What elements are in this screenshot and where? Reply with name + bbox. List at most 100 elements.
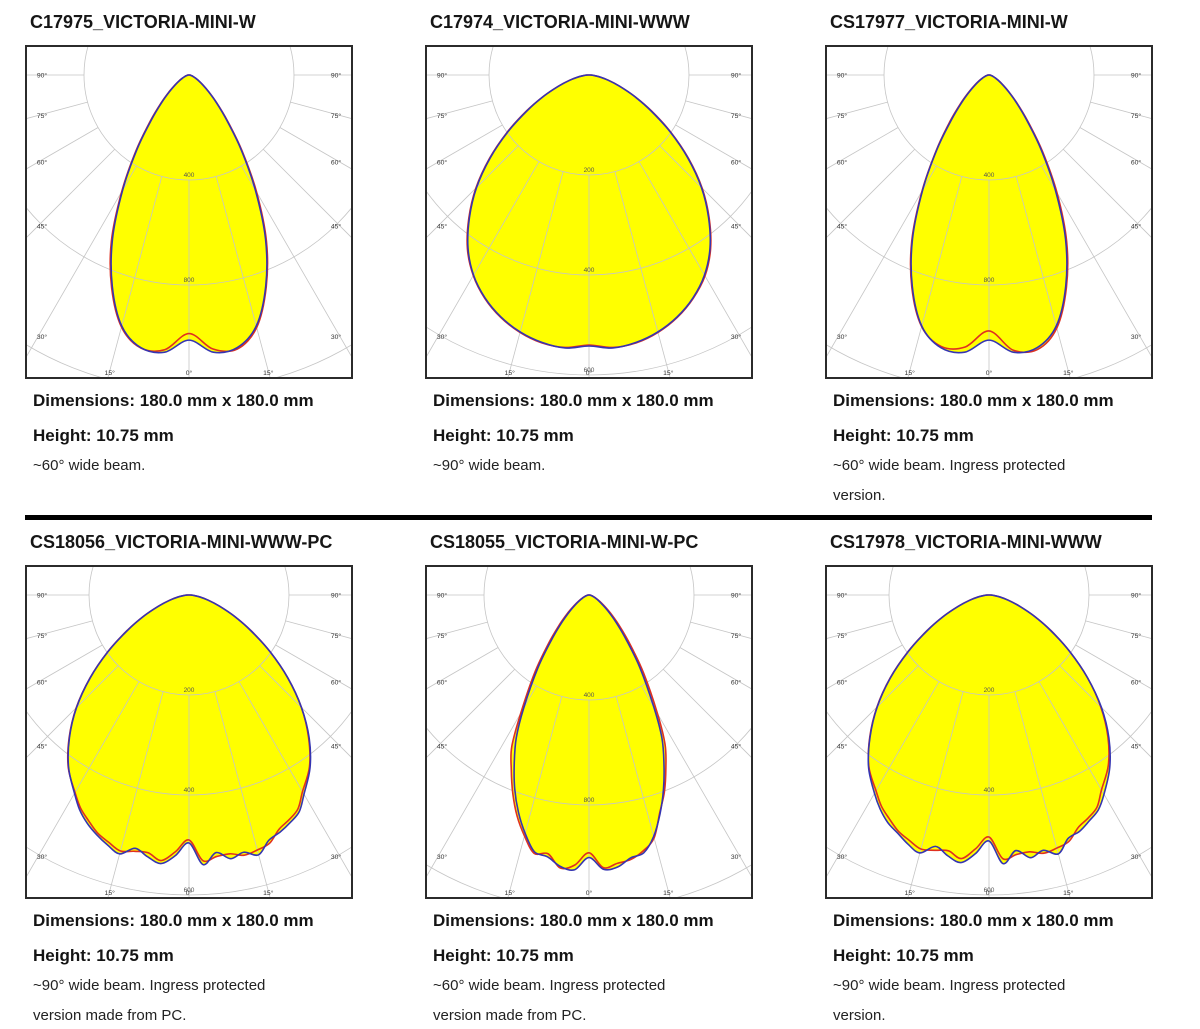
svg-text:60°: 60° [331,679,342,687]
svg-text:400: 400 [184,172,195,179]
product-panel-cs17978: CS17978_VICTORIA-MINI-WWW 200 400 600 0° 15°… [825,520,1153,1029]
svg-text:75°: 75° [731,112,742,120]
dimensions-text: Dimensions: 180.0 mm x 180.0 mm [33,911,314,930]
svg-text:30°: 30° [731,853,742,861]
panel-title: CS17977_VICTORIA-MINI-W [830,12,1068,32]
svg-text:800: 800 [584,797,595,804]
svg-text:90°: 90° [37,72,48,80]
svg-text:75°: 75° [1131,632,1142,640]
svg-text:90°: 90° [331,72,342,80]
svg-text:45°: 45° [731,743,742,751]
panel-title: CS18055_VICTORIA-MINI-W-PC [430,532,699,552]
svg-text:90°: 90° [437,592,448,600]
polar-intensity-chart: 400 800 0° 15° 15° 30° 30° 45° 45° 60° 60° 75° 75° 90… [25,45,353,379]
svg-text:30°: 30° [1131,853,1142,861]
product-panel-cs17977: CS17977_VICTORIA-MINI-W 400 800 0° 15° 15° 30… [825,0,1153,509]
height-text: Height: 10.75 mm [33,426,174,445]
svg-text:30°: 30° [331,853,342,861]
bottom-row: CS18056_VICTORIA-MINI-WWW-PC 200 400 600 0°… [0,520,1200,1029]
svg-text:800: 800 [984,277,995,284]
svg-text:60°: 60° [837,159,848,167]
svg-text:30°: 30° [437,333,448,341]
svg-text:30°: 30° [37,853,48,861]
panel-title: C17974_VICTORIA-MINI-WWW [430,12,690,32]
polar-intensity-chart: 400 800 0° 15° 15° 30° 30° 45° 45° 60° 60° 75° 75° 90… [825,45,1153,379]
svg-text:90°: 90° [837,592,848,600]
svg-text:15°: 15° [105,369,116,377]
svg-text:30°: 30° [37,333,48,341]
svg-text:15°: 15° [505,369,516,377]
svg-text:600: 600 [584,367,595,374]
svg-text:15°: 15° [263,889,274,897]
svg-text:90°: 90° [1131,72,1142,80]
height-text: Height: 10.75 mm [833,426,974,445]
svg-text:60°: 60° [731,159,742,167]
product-panel-cs18055: CS18055_VICTORIA-MINI-W-PC 400 800 0° 15° 15… [425,520,753,1029]
top-row: C17975_VICTORIA-MINI-W 400 800 0° 15° 15° 30°… [0,0,1200,509]
svg-text:30°: 30° [437,853,448,861]
dimensions-text: Dimensions: 180.0 mm x 180.0 mm [433,391,714,410]
svg-text:45°: 45° [731,223,742,231]
svg-text:75°: 75° [837,632,848,640]
svg-text:90°: 90° [331,592,342,600]
svg-text:15°: 15° [105,889,116,897]
svg-text:400: 400 [984,787,995,794]
svg-text:30°: 30° [731,333,742,341]
svg-text:75°: 75° [331,112,342,120]
dimensions-text: Dimensions: 180.0 mm x 180.0 mm [833,911,1114,930]
panel-title: CS17978_VICTORIA-MINI-WWW [830,532,1102,552]
svg-text:15°: 15° [905,889,916,897]
dimensions-text: Dimensions: 180.0 mm x 180.0 mm [433,911,714,930]
svg-text:15°: 15° [263,369,274,377]
svg-text:400: 400 [184,787,195,794]
svg-text:90°: 90° [37,592,48,600]
svg-text:75°: 75° [331,632,342,640]
svg-text:60°: 60° [37,679,48,687]
beam-note-line2: version made from PC. [433,1007,587,1024]
svg-text:75°: 75° [437,112,448,120]
svg-text:15°: 15° [505,889,516,897]
height-text: Height: 10.75 mm [33,946,174,965]
svg-text:75°: 75° [37,112,48,120]
svg-text:600: 600 [984,887,995,894]
panel-title: C17975_VICTORIA-MINI-W [30,12,256,32]
svg-text:45°: 45° [837,743,848,751]
svg-text:200: 200 [184,687,195,694]
svg-text:90°: 90° [731,592,742,600]
svg-text:60°: 60° [437,159,448,167]
svg-text:30°: 30° [331,333,342,341]
svg-text:200: 200 [584,167,595,174]
beam-note-line1: ~90° wide beam. Ingress protected [833,977,1066,994]
beam-note-line2: version made from PC. [33,1007,187,1024]
svg-text:0°: 0° [986,369,993,377]
beam-note-line1: ~90° wide beam. Ingress protected [33,977,266,994]
svg-text:30°: 30° [837,853,848,861]
product-panel-cs18056: CS18056_VICTORIA-MINI-WWW-PC 200 400 600 0°… [25,520,353,1029]
svg-text:400: 400 [984,172,995,179]
section-divider [25,515,1152,520]
svg-text:60°: 60° [837,679,848,687]
svg-text:75°: 75° [1131,112,1142,120]
product-panel-c17975: C17975_VICTORIA-MINI-W 400 800 0° 15° 15° 30°… [25,0,353,509]
svg-text:45°: 45° [437,743,448,751]
svg-text:75°: 75° [837,112,848,120]
svg-text:60°: 60° [731,679,742,687]
svg-text:600: 600 [184,887,195,894]
svg-text:30°: 30° [837,333,848,341]
svg-text:75°: 75° [731,632,742,640]
svg-text:90°: 90° [731,72,742,80]
svg-text:45°: 45° [331,743,342,751]
svg-text:75°: 75° [437,632,448,640]
beam-note-line1: ~60° wide beam. Ingress protected [833,457,1066,474]
beam-note-line1: ~60° wide beam. Ingress protected [433,977,666,994]
svg-text:90°: 90° [437,72,448,80]
svg-text:45°: 45° [37,223,48,231]
polar-intensity-chart: 400 800 0° 15° 15° 30° 30° 45° 45° 60° 60° 75° 75° 90… [425,565,753,899]
svg-text:0°: 0° [586,369,593,377]
svg-text:60°: 60° [1131,159,1142,167]
svg-text:0°: 0° [586,889,593,897]
svg-text:90°: 90° [837,72,848,80]
svg-text:0°: 0° [986,889,993,897]
